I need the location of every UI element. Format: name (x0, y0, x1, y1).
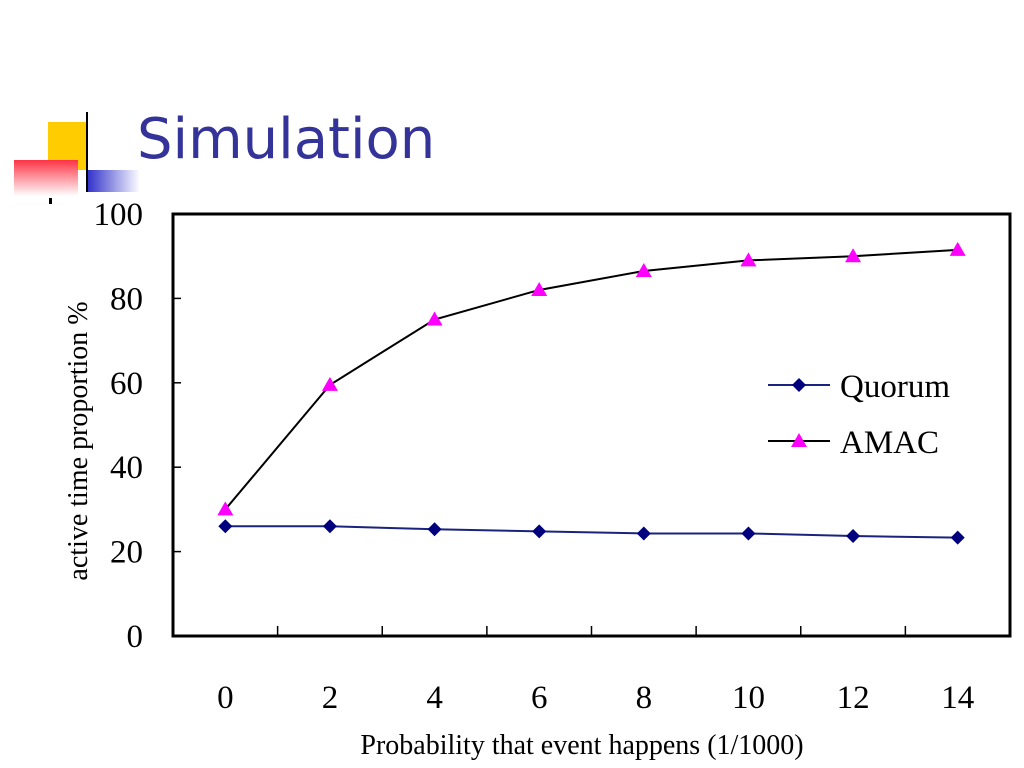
legend-marker (791, 433, 807, 447)
legend-item-quorum: Quorum (768, 369, 950, 405)
y-axis-ticks: 0 20 40 60 80 100 (94, 197, 181, 655)
y-tick-label: 100 (94, 197, 144, 233)
legend-marker (792, 378, 806, 392)
data-point (426, 311, 443, 326)
x-tick-label: 6 (531, 680, 548, 716)
y-tick-label: 40 (110, 450, 143, 486)
data-point (321, 376, 338, 391)
x-tick-label: 14 (941, 680, 974, 716)
data-point (218, 519, 233, 534)
data-point (845, 248, 862, 263)
legend-item-amac: AMAC (768, 425, 939, 461)
x-tick-label: 4 (426, 680, 443, 716)
data-point (740, 252, 757, 267)
data-point (741, 526, 756, 541)
data-point (949, 241, 966, 256)
page-title: Simulation (137, 107, 436, 172)
series-line (224, 248, 958, 511)
data-point (635, 262, 652, 277)
legend-label: Quorum (840, 369, 950, 405)
legend: Quorum AMAC (768, 369, 950, 461)
x-axis-label: Probability that event happens (1/1000) (360, 730, 803, 761)
data-point (636, 526, 651, 541)
y-tick-label: 20 (110, 535, 143, 571)
logo-blue-bar (88, 170, 140, 192)
series-layer (217, 241, 966, 545)
data-point (217, 501, 234, 516)
logo-red-square (14, 160, 78, 196)
series-line (225, 525, 958, 539)
data-point (950, 530, 965, 545)
x-tick-label: 8 (636, 680, 653, 716)
data-point (531, 281, 548, 296)
y-tick-label: 80 (110, 281, 143, 317)
x-tick-label: 10 (732, 680, 765, 716)
x-tick-label: 0 (217, 680, 234, 716)
y-axis-label: active time proportion % (63, 301, 94, 580)
data-point (532, 524, 547, 539)
logo-dot (49, 198, 52, 204)
y-tick-label: 0 (127, 619, 144, 655)
legend-label: AMAC (840, 425, 939, 461)
x-tick-label: 12 (837, 680, 870, 716)
data-point (846, 528, 861, 543)
data-point (322, 519, 337, 534)
y-tick-label: 60 (110, 366, 143, 402)
x-tick-label: 2 (322, 680, 339, 716)
title-logo-decoration (14, 112, 140, 204)
series-quorum (218, 519, 965, 545)
x-axis-ticks: 0 2 4 6 8 10 12 14 (217, 626, 974, 716)
data-point (427, 522, 442, 537)
series-amac (217, 241, 966, 516)
